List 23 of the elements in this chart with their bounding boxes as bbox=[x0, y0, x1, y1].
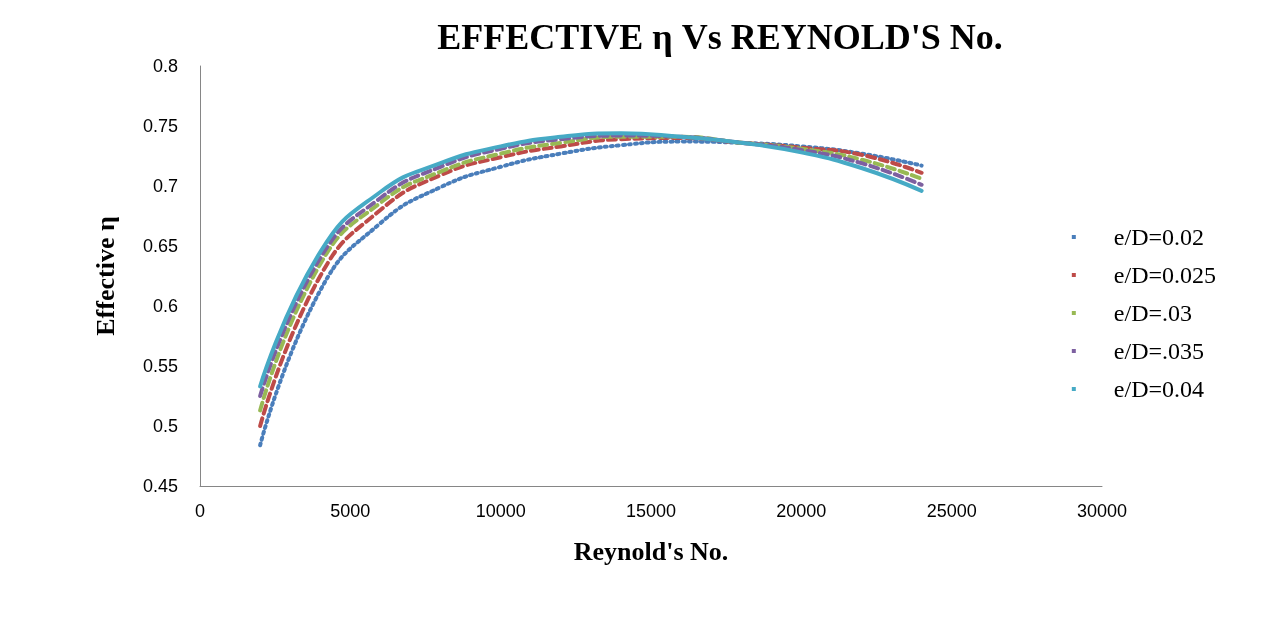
y-tick-label: 0.45 bbox=[142, 476, 178, 496]
y-tick-label: 0.8 bbox=[152, 56, 178, 76]
legend-label: e/D=0.025 bbox=[1113, 262, 1216, 288]
x-axis-title: Reynold's No. bbox=[573, 536, 729, 566]
x-tick-label: 20000 bbox=[776, 501, 827, 521]
legend-label: e/D=0.02 bbox=[1113, 224, 1204, 250]
legend-label: e/D=0.04 bbox=[1113, 376, 1204, 402]
y-tick-label: 0.75 bbox=[142, 116, 178, 136]
y-tick-label: 0.55 bbox=[142, 356, 178, 376]
y-tick-label: 0.5 bbox=[152, 416, 178, 436]
x-tick-label: 0 bbox=[194, 501, 206, 521]
x-tick-label: 15000 bbox=[625, 501, 677, 521]
y-tick-label: 0.6 bbox=[152, 296, 178, 316]
chart-title: EFFECTIVE η Vs REYNOLD'S No. bbox=[437, 17, 1003, 57]
y-tick-label: 0.7 bbox=[152, 176, 178, 196]
x-tick-label: 10000 bbox=[475, 501, 526, 521]
y-tick-label: 0.65 bbox=[142, 236, 178, 256]
x-tick-label: 5000 bbox=[330, 501, 371, 521]
legend-label: e/D=.03 bbox=[1113, 300, 1192, 326]
y-axis-title: Effective η bbox=[90, 216, 120, 336]
x-tick-label: 30000 bbox=[1076, 501, 1128, 521]
x-tick-label: 25000 bbox=[926, 501, 977, 521]
legend-label: e/D=.035 bbox=[1113, 338, 1204, 364]
